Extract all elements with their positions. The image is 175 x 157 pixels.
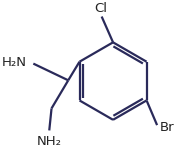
Text: Br: Br [159,121,174,134]
Text: Cl: Cl [94,2,107,15]
Text: H₂N: H₂N [1,56,26,69]
Text: NH₂: NH₂ [37,135,62,148]
